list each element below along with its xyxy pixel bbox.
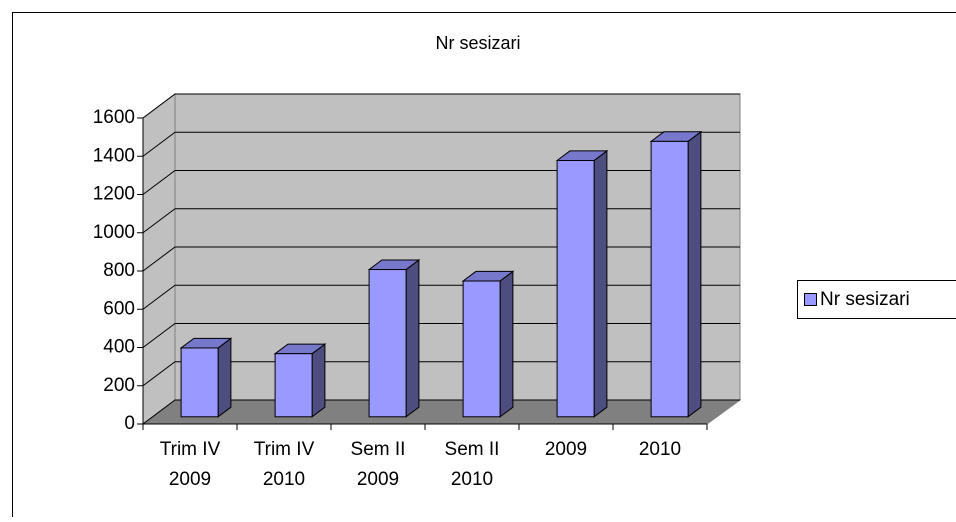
- bar: [557, 151, 607, 417]
- bar: [369, 260, 419, 417]
- floor: [143, 400, 740, 424]
- y-tick-label: 1200: [93, 184, 135, 205]
- y-tick-label: 1000: [93, 222, 135, 243]
- bar-side: [688, 132, 701, 417]
- bar-side: [406, 260, 419, 417]
- chart-title: Nr sesizari: [435, 33, 520, 53]
- bar-front: [181, 348, 218, 417]
- legend-label: Nr sesizari: [820, 289, 910, 310]
- y-tick-label: 1400: [93, 145, 135, 166]
- bar-side: [594, 151, 607, 417]
- bar: [181, 338, 231, 416]
- bar-side: [500, 271, 513, 416]
- legend-swatch: [805, 294, 817, 306]
- x-tick-label: 2010: [639, 439, 681, 460]
- y-tick-label: 200: [103, 375, 135, 396]
- bar: [463, 271, 513, 416]
- y-tick-label: 0: [124, 413, 135, 434]
- bar-side: [218, 338, 231, 416]
- y-tick-label: 600: [103, 298, 135, 319]
- y-tick-label: 1600: [93, 107, 135, 128]
- y-tick-label: 800: [103, 260, 135, 281]
- x-tick-label: 2009: [545, 439, 587, 460]
- bar-front: [369, 270, 406, 417]
- bar-front: [275, 354, 312, 417]
- bar-front: [651, 141, 688, 416]
- bar-side: [312, 344, 325, 417]
- bar-front: [557, 161, 594, 417]
- bar: [275, 344, 325, 417]
- y-tick-label: 400: [103, 337, 135, 358]
- bar: [651, 132, 701, 417]
- bar-front: [463, 281, 500, 417]
